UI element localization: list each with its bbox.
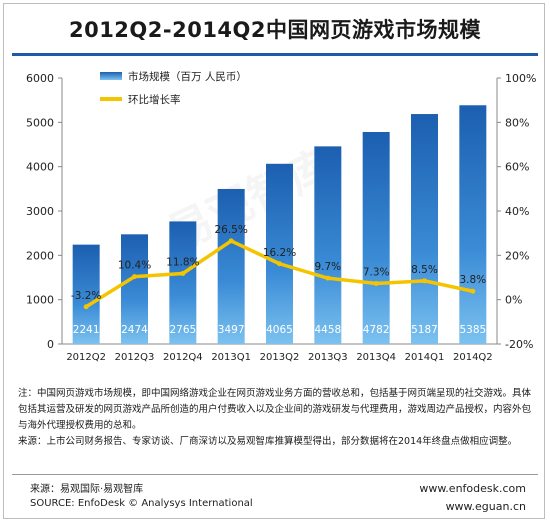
title-divider <box>12 53 538 56</box>
legend-swatch-bar <box>100 72 122 80</box>
growth-rate-label: 7.3% <box>363 266 390 278</box>
y-left-tick-label: 5000 <box>26 116 54 129</box>
y-right-tick-label: 60% <box>505 161 529 174</box>
x-tick-label: 2012Q3 <box>115 352 155 363</box>
growth-rate-point <box>83 304 89 310</box>
growth-rate-point <box>470 288 476 294</box>
bar-value-label: 4458 <box>314 324 341 336</box>
footnotes: 注：中国网页游戏市场规模，即中国网络游戏企业在网页游戏业务方面的营收总和，包括基… <box>18 386 534 450</box>
bar <box>314 146 342 344</box>
source-cn: 来源：易观国际·易观智库 <box>30 484 144 495</box>
growth-rate-label: -3.2% <box>71 290 101 302</box>
y-left-tick-label: 6000 <box>26 72 54 85</box>
axes: 0 1000 2000 3000 4000 5000 6000 -20% 0% 20% 40% 60%… <box>26 72 536 363</box>
bar-value-label: 2474 <box>121 324 148 336</box>
y-left-tick-label: 4000 <box>26 161 54 174</box>
x-tick-label: 2014Q2 <box>453 352 493 363</box>
line-series: -3.2% 10.4% 11.8% 26.5% 16.2% 9.7% 7.3% 8.5% 3.8… <box>71 224 486 310</box>
source-en: SOURCE: EnfoDesk © Analysys Internationa… <box>30 498 253 509</box>
growth-rate-label: 9.7% <box>314 261 341 273</box>
growth-rate-label: 11.8% <box>166 257 199 269</box>
legend-label-bar: 市场规模（百万 人民币） <box>128 70 247 83</box>
growth-rate-label: 3.8% <box>459 274 486 286</box>
bar <box>169 221 197 344</box>
x-tick-label: 2013Q1 <box>211 352 251 363</box>
growth-rate-point <box>180 271 186 277</box>
x-tick-label: 2012Q2 <box>66 352 106 363</box>
y-left-tick-label: 0 <box>47 338 54 351</box>
growth-rate-point <box>228 238 234 244</box>
growth-rate-point <box>132 274 137 280</box>
y-left-tick-label: 3000 <box>26 205 54 218</box>
bar-value-label: 2241 <box>73 324 100 336</box>
x-tick-label: 2013Q4 <box>356 352 396 363</box>
bar-value-label: 3497 <box>218 324 245 336</box>
bar <box>411 114 438 344</box>
bar-value-label: 4065 <box>266 324 293 336</box>
growth-rate-label: 10.4% <box>118 260 151 272</box>
bar <box>459 105 487 344</box>
bar-series: 2241 2474 2765 3497 4065 4458 4782 5187 5385 <box>72 105 487 344</box>
chart-title: 2012Q2-2014Q2中国网页游戏市场规模 <box>68 18 482 42</box>
growth-rate-label: 8.5% <box>411 264 438 276</box>
bar-value-label: 4782 <box>363 324 390 336</box>
y-left-tick-label: 1000 <box>26 294 54 307</box>
growth-rate-point <box>422 278 427 284</box>
legend-label-line: 环比增长率 <box>128 93 181 106</box>
y-right-tick-label: 40% <box>505 205 529 218</box>
bar <box>266 163 293 344</box>
bar-value-label: 5187 <box>411 324 438 336</box>
y-right-tick-label: 100% <box>505 72 536 85</box>
legend: 市场规模（百万 人民币） 环比增长率 <box>100 70 247 106</box>
website-eguan[interactable]: www.eguan.cn <box>445 500 526 513</box>
x-tick-label: 2012Q4 <box>163 352 203 363</box>
growth-rate-point <box>325 275 331 281</box>
bar <box>362 131 390 344</box>
website-enfodesk[interactable]: www.enfodesk.com <box>419 482 526 495</box>
note-definition: 注：中国网页游戏市场规模，即中国网络游戏企业在网页游戏业务方面的营收总和，包括基… <box>18 388 532 431</box>
source-divider <box>12 474 538 475</box>
combo-chart: 0 1000 2000 3000 4000 5000 6000 -20% 0% 20% 40% 60%… <box>26 70 536 363</box>
growth-rate-label: 16.2% <box>263 247 296 259</box>
y-right-tick-label: 20% <box>505 249 529 262</box>
note-source: 来源：上市公司财务报告、专家访谈、厂商深访以及易观智库推算模型得出，部分数据将在… <box>18 436 518 447</box>
x-tick-label: 2014Q1 <box>405 352 445 363</box>
bar <box>217 188 245 344</box>
x-tick-label: 2013Q3 <box>308 352 348 363</box>
bar-value-label: 5385 <box>459 324 486 336</box>
y-right-tick-label: -20% <box>505 338 533 351</box>
y-left-tick-label: 2000 <box>26 249 54 262</box>
growth-rate-point <box>373 280 379 286</box>
y-right-tick-label: 80% <box>505 116 529 129</box>
x-tick-label: 2013Q2 <box>260 352 300 363</box>
growth-rate-point <box>277 261 282 267</box>
y-right-tick-label: 0% <box>505 294 522 307</box>
bar-value-label: 2765 <box>169 324 196 336</box>
bar <box>121 234 148 344</box>
growth-rate-label: 26.5% <box>214 224 247 236</box>
bar <box>72 244 100 344</box>
